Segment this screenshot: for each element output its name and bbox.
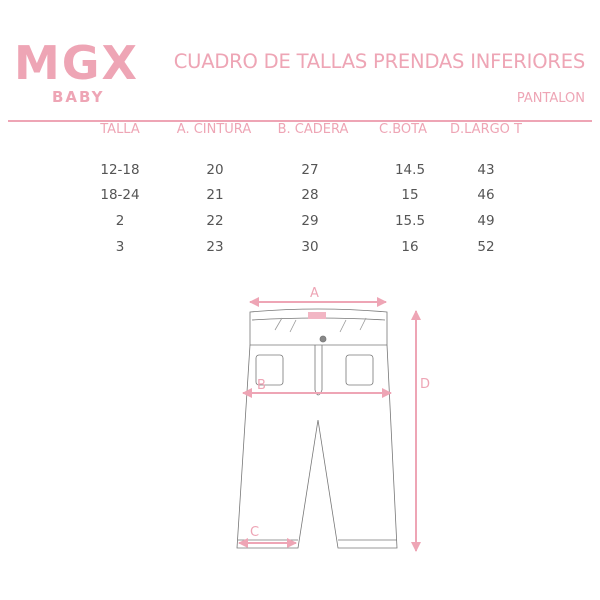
table-cell: 49 <box>477 213 495 229</box>
table-cell: 15.5 <box>394 213 426 229</box>
table-cell: 21 <box>206 187 224 203</box>
table-cell: 2 <box>115 213 125 229</box>
page-subtitle: PANTALON <box>516 91 585 106</box>
table-cell: 23 <box>206 239 224 255</box>
column-header: A. CINTURA <box>176 122 252 137</box>
table-cell: 20 <box>206 162 224 178</box>
page-title: CUADRO DE TALLAS PRENDAS INFERIORES <box>173 50 585 73</box>
column-header: D.LARGO T <box>450 122 522 137</box>
table-cell: 22 <box>206 213 224 229</box>
table-cell: 29 <box>301 213 319 229</box>
label-tag <box>308 312 326 319</box>
table-cell: 18-24 <box>100 187 140 203</box>
table-cell: 3 <box>115 239 125 255</box>
column-header: B. CADERA <box>277 122 349 137</box>
table-cell: 28 <box>301 187 319 203</box>
label-d: D <box>420 377 430 392</box>
table-cell: 52 <box>477 239 495 255</box>
table-cell: 30 <box>301 239 319 255</box>
brand-logo: MGX <box>14 36 139 90</box>
table-cell: 14.5 <box>394 162 426 178</box>
table-cell: 46 <box>477 187 495 203</box>
label-b: B <box>257 378 266 393</box>
label-c: C <box>250 525 259 540</box>
brand-sub: BABY <box>52 88 105 106</box>
column-header: TALLA <box>100 122 140 137</box>
table-cell: 43 <box>477 162 495 178</box>
divider <box>8 120 592 122</box>
table-cell: 12-18 <box>100 162 140 178</box>
pants-outline <box>236 308 398 549</box>
table-cell: 15 <box>401 187 419 203</box>
table-cell: 27 <box>301 162 319 178</box>
label-a: A <box>310 286 319 301</box>
table-cell: 16 <box>401 239 419 255</box>
column-header: C.BOTA <box>379 122 427 137</box>
